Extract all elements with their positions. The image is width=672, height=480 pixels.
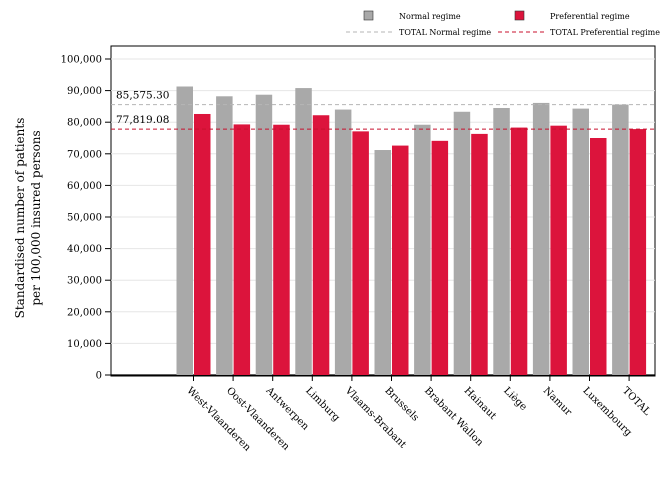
- bar-normal-regime: [414, 124, 431, 375]
- y-tick-label: 100,000: [61, 55, 102, 66]
- bar-preferential-regime: [233, 124, 251, 375]
- y-tick-label: 30,000: [67, 276, 102, 287]
- x-tick-label: Limburg: [303, 385, 342, 424]
- bar-preferential-regime: [392, 145, 409, 375]
- x-axis: West-VlaanderenOost-VlaanderenAntwerpenL…: [184, 376, 653, 454]
- bar-normal-regime: [572, 108, 589, 375]
- legend-label-total-preferential: TOTAL Preferential regime: [550, 28, 660, 37]
- y-tick-label: 80,000: [67, 118, 102, 129]
- bar-preferential-regime: [510, 127, 528, 376]
- bar-normal-regime: [493, 107, 510, 375]
- legend-swatch-preferential: [514, 10, 525, 21]
- legend-label-normal: Normal regime: [399, 12, 461, 21]
- x-tick-label: Namur: [541, 385, 574, 418]
- bar-preferential-regime: [352, 131, 369, 375]
- bar-preferential-regime: [471, 133, 488, 375]
- reference-label-total-normal: 85,575.30: [116, 90, 169, 102]
- y-axis-label-line1: Standardised number of patients: [13, 118, 27, 319]
- bar-preferential-regime: [590, 138, 607, 375]
- bar-normal-regime: [374, 150, 391, 375]
- bar-preferential-regime: [312, 115, 330, 376]
- legend-label-total-normal: TOTAL Normal regime: [399, 28, 491, 37]
- y-axis: 0 10,000 20,000 30,000 40,000 50,000 60,000 70,…: [61, 55, 111, 382]
- reference-lines: 85,575.30 77,819.08: [111, 90, 655, 130]
- bar-normal-regime: [532, 102, 550, 375]
- bar-preferential-regime: [273, 124, 290, 375]
- legend: Normal regime Preferential regime TOTAL …: [346, 10, 660, 37]
- y-tick-label: 10,000: [67, 339, 102, 350]
- y-tick-label: 60,000: [67, 181, 102, 192]
- x-tick-label: Liège: [501, 385, 529, 413]
- bar-preferential-regime: [629, 129, 647, 375]
- legend-label-preferential: Preferential regime: [550, 12, 630, 21]
- bar-normal-regime: [334, 109, 352, 375]
- bars: [176, 86, 647, 376]
- y-axis-label-line2: per 100,000 insured persons: [29, 130, 43, 305]
- bar-normal-regime: [255, 94, 273, 375]
- bar-normal-regime: [176, 86, 193, 375]
- y-tick-label: 40,000: [67, 244, 102, 255]
- y-tick-label: 50,000: [67, 213, 102, 224]
- plot-frame: [110, 45, 656, 377]
- y-tick-label: 70,000: [67, 149, 102, 160]
- x-tick-label: TOTAL: [620, 385, 653, 418]
- y-tick-label: 0: [96, 371, 102, 382]
- x-tick-label: Hainaut: [462, 385, 499, 422]
- bar-preferential-regime: [431, 140, 449, 375]
- bar-normal-regime: [216, 96, 233, 376]
- y-tick-label: 90,000: [67, 86, 102, 97]
- y-tick-label: 20,000: [67, 307, 102, 318]
- bar-normal-regime: [453, 111, 471, 375]
- bar-normal-regime: [612, 104, 629, 375]
- reference-label-total-preferential: 77,819.08: [116, 114, 169, 126]
- bar-preferential-regime: [194, 113, 211, 375]
- x-tick-label: Brussels: [382, 385, 420, 423]
- legend-swatch-normal: [363, 10, 374, 21]
- bar-preferential-regime: [550, 125, 567, 376]
- bar-normal-regime: [295, 88, 312, 376]
